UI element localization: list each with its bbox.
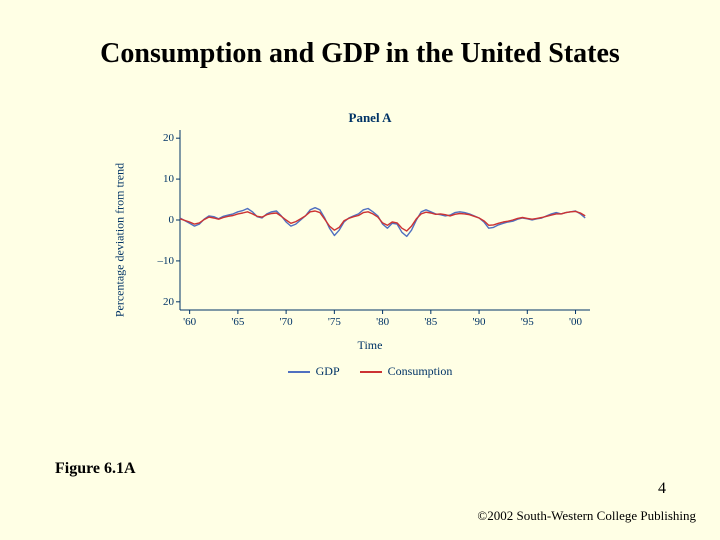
- x-tick-label: '95: [521, 316, 534, 328]
- y-tick-label: 20: [146, 296, 174, 308]
- legend-swatch: [360, 371, 382, 373]
- legend: GDP Consumption: [140, 364, 600, 428]
- y-tick-label: 0: [146, 214, 174, 226]
- y-tick-label: 10: [146, 173, 174, 185]
- x-tick-label: '80: [376, 316, 389, 328]
- legend-label: Consumption: [388, 364, 453, 378]
- legend-item: GDP: [288, 364, 340, 378]
- x-tick-label: '00: [569, 316, 582, 328]
- y-axis-label: Percentage deviation from trend: [113, 163, 128, 317]
- page-number: 4: [658, 480, 666, 498]
- x-tick-label: '90: [473, 316, 486, 328]
- chart-container: Panel A Percentage deviation from trend …: [140, 110, 600, 370]
- legend-label: GDP: [316, 364, 340, 378]
- figure-label: Figure 6.1A: [55, 460, 136, 478]
- y-tick-label: –10: [146, 255, 174, 267]
- legend-item: Consumption: [360, 364, 453, 378]
- x-tick-label: '65: [231, 316, 244, 328]
- x-tick-label: '75: [328, 316, 341, 328]
- copyright: ©2002 South-Western College Publishing: [477, 508, 696, 524]
- page-title: Consumption and GDP in the United States: [0, 0, 720, 70]
- legend-swatch: [288, 371, 310, 373]
- x-tick-label: '85: [424, 316, 437, 328]
- x-tick-label: '70: [280, 316, 293, 328]
- x-tick-label: '60: [183, 316, 196, 328]
- chart-plot: [140, 110, 600, 370]
- y-tick-label: 20: [146, 132, 174, 144]
